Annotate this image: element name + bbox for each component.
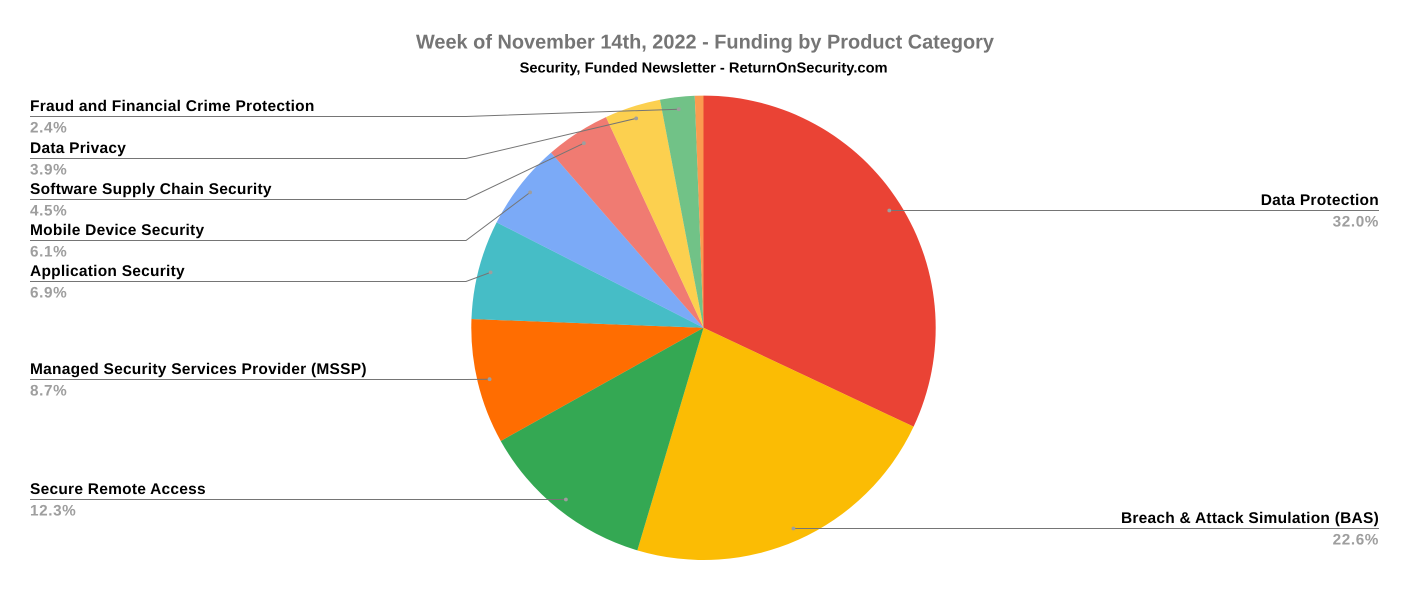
- svg-text:6.9%: 6.9%: [30, 285, 67, 302]
- svg-text:Mobile Device Security: Mobile Device Security: [30, 222, 204, 239]
- svg-text:Fraud and Financial Crime Prot: Fraud and Financial Crime Protection: [30, 98, 315, 115]
- svg-text:6.1%: 6.1%: [30, 244, 67, 261]
- svg-text:Data Privacy: Data Privacy: [30, 140, 126, 157]
- svg-text:Managed Security Services Prov: Managed Security Services Provider (MSSP…: [30, 361, 367, 378]
- svg-text:Data Protection: Data Protection: [1261, 192, 1379, 209]
- svg-text:Breach & Attack Simulation (BA: Breach & Attack Simulation (BAS): [1121, 510, 1379, 527]
- svg-text:Week of November 14th, 2022 -: Week of November 14th, 2022 - Funding by…: [416, 32, 995, 54]
- svg-text:32.0%: 32.0%: [1333, 214, 1379, 231]
- svg-text:22.6%: 22.6%: [1333, 532, 1379, 549]
- svg-text:12.3%: 12.3%: [30, 503, 76, 520]
- svg-text:Secure Remote Access: Secure Remote Access: [30, 481, 206, 498]
- svg-text:Application Security: Application Security: [30, 263, 185, 280]
- svg-text:Software Supply Chain Security: Software Supply Chain Security: [30, 181, 272, 198]
- svg-text:3.9%: 3.9%: [30, 162, 67, 179]
- svg-text:Security, Funded Newsletter -: Security, Funded Newsletter - ReturnOnSe…: [520, 61, 888, 77]
- svg-text:8.7%: 8.7%: [30, 383, 67, 400]
- svg-text:4.5%: 4.5%: [30, 203, 67, 220]
- svg-text:2.4%: 2.4%: [30, 120, 67, 137]
